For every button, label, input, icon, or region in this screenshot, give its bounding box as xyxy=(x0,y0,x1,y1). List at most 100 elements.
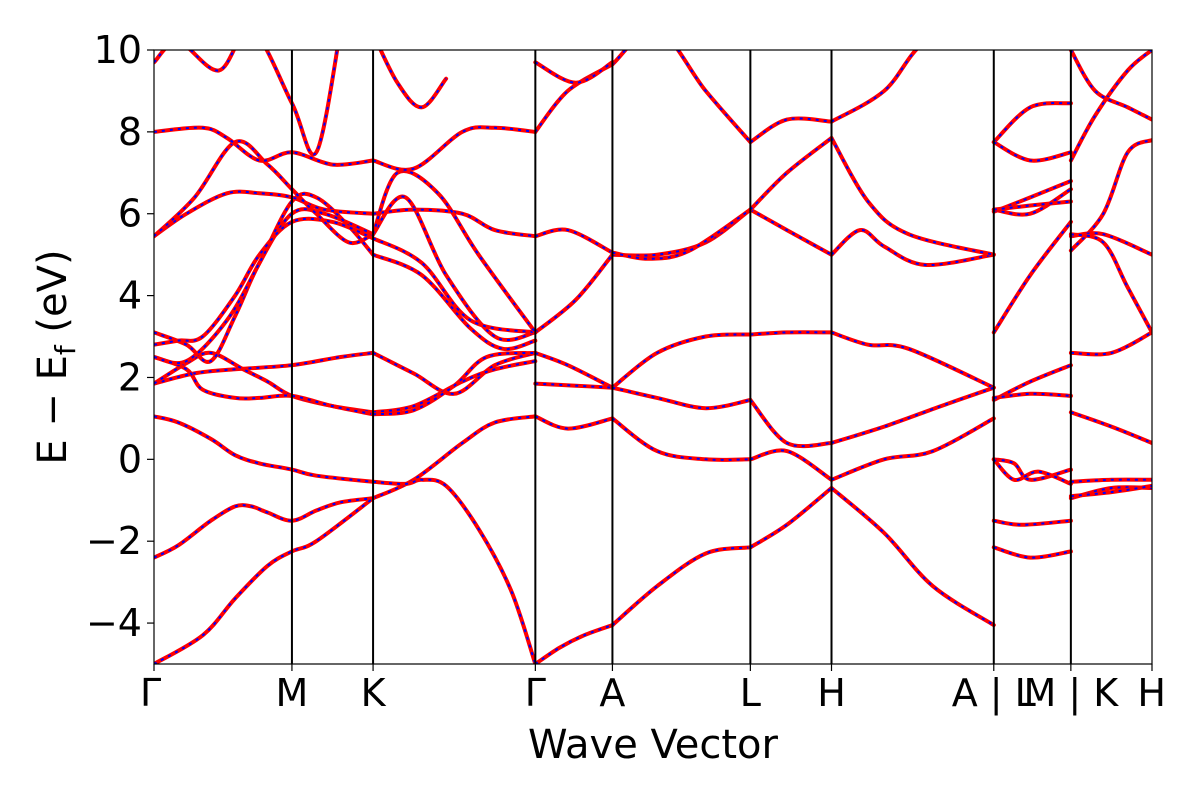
band-39-dashed xyxy=(372,170,537,333)
band-39 xyxy=(371,169,538,335)
band-37-solid xyxy=(829,136,996,257)
band-37-dashed xyxy=(830,137,995,256)
band-32-solid xyxy=(154,189,376,239)
band-70-dashed xyxy=(1070,411,1152,444)
band-9-solid xyxy=(371,350,538,396)
band-28 xyxy=(533,252,615,335)
x-tick-label-8: M | K xyxy=(1024,671,1120,716)
band-40 xyxy=(154,125,376,167)
band-1 xyxy=(371,414,538,501)
band-41-solid xyxy=(371,125,538,172)
band-63-dashed xyxy=(993,458,1072,485)
band-70 xyxy=(1068,410,1152,445)
band-34-dashed xyxy=(535,228,613,254)
band-26 xyxy=(154,216,376,347)
band-7-solid xyxy=(371,477,538,664)
band-28-solid xyxy=(533,252,615,335)
band-3-dashed xyxy=(611,417,751,461)
band-53-solid xyxy=(829,486,996,628)
band-74-dashed xyxy=(1070,50,1152,161)
band-53-dashed xyxy=(830,487,995,626)
band-0-dashed xyxy=(154,497,374,559)
band-65-solid xyxy=(991,545,1073,560)
band-71 xyxy=(1068,477,1152,484)
band-12 xyxy=(154,355,376,417)
band-16-dashed xyxy=(611,333,751,389)
band-44-solid xyxy=(748,116,834,145)
band-55-solid xyxy=(991,101,1073,145)
y-tick-label-5: 6 xyxy=(118,192,142,236)
x-tick-label-6: H xyxy=(817,671,846,715)
band-30 xyxy=(748,207,834,257)
band-11 xyxy=(371,359,538,415)
y-tick-label-7: 10 xyxy=(94,28,142,72)
band-4 xyxy=(748,448,834,482)
band-14-dashed xyxy=(534,351,613,389)
y-axis-label-main: E − E xyxy=(30,355,76,465)
band-35-dashed xyxy=(612,208,751,260)
band-11-solid xyxy=(371,359,538,415)
band-25 xyxy=(371,252,538,352)
band-43-dashed xyxy=(611,50,752,143)
band-50-solid xyxy=(533,623,615,664)
band-18 xyxy=(829,330,996,390)
band-52 xyxy=(748,486,834,550)
band-14 xyxy=(533,350,615,390)
band-7 xyxy=(371,477,538,664)
band-19 xyxy=(610,385,753,411)
band-48-solid xyxy=(533,60,615,85)
band-13-solid xyxy=(371,350,538,417)
band-15 xyxy=(533,381,615,390)
band-75-dashed xyxy=(1070,50,1152,121)
band-46 xyxy=(154,50,340,157)
y-tick-label-0: −4 xyxy=(86,601,142,645)
band-69-solid xyxy=(1068,330,1152,357)
band-57 xyxy=(991,187,1073,217)
band-38 xyxy=(154,139,376,246)
band-0-solid xyxy=(154,496,376,560)
x-tick-label-9: H xyxy=(1137,671,1166,715)
band-54-solid xyxy=(991,219,1073,335)
band-42-dashed xyxy=(534,63,613,133)
band-33-dashed xyxy=(373,208,536,238)
band-15-dashed xyxy=(535,382,613,389)
band-63 xyxy=(991,457,1073,486)
band-41 xyxy=(371,125,538,172)
band-20 xyxy=(748,398,834,449)
x-tick-label-3: Γ xyxy=(525,671,546,715)
band-47-solid xyxy=(378,50,449,110)
band-3 xyxy=(610,416,753,462)
y-tick-label-1: −2 xyxy=(86,519,142,563)
band-4-solid xyxy=(748,448,834,482)
band-8-dashed xyxy=(154,351,374,385)
band-23 xyxy=(371,194,538,343)
band-50 xyxy=(533,623,615,664)
band-56 xyxy=(991,140,1073,163)
band-4-dashed xyxy=(750,449,833,481)
band-2 xyxy=(533,414,615,431)
band-23-dashed xyxy=(372,195,536,342)
band-48 xyxy=(533,60,615,85)
band-49 xyxy=(154,496,376,664)
band-38-solid xyxy=(154,139,376,246)
x-tick-label-4: A xyxy=(599,671,625,715)
band-43-solid xyxy=(610,50,753,145)
y-tick-label-3: 2 xyxy=(118,355,142,399)
band-68 xyxy=(1068,232,1152,335)
y-axis-label: E − Ef (eV) xyxy=(30,249,82,464)
band-16 xyxy=(610,332,753,390)
band-0 xyxy=(154,496,376,560)
band-47 xyxy=(378,50,449,110)
band-35 xyxy=(610,207,753,261)
band-32 xyxy=(154,189,376,239)
band-46-dashed xyxy=(154,50,339,156)
band-33 xyxy=(371,207,538,239)
band-69-dashed xyxy=(1070,331,1152,356)
band-31 xyxy=(829,228,996,267)
band-51 xyxy=(610,545,753,628)
band-19-solid xyxy=(610,385,753,411)
band-7-dashed xyxy=(373,478,537,664)
band-42-solid xyxy=(533,62,615,134)
y-tick-label-2: 0 xyxy=(118,437,142,481)
band-29-solid xyxy=(610,207,753,258)
